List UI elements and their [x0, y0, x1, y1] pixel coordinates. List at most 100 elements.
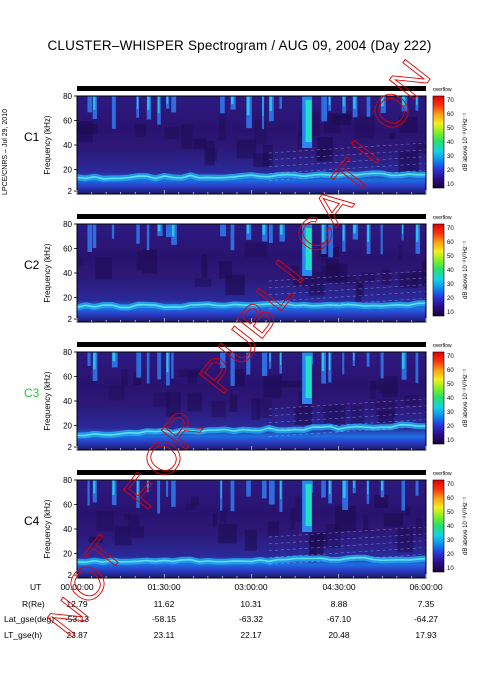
- emission-burst-core: [353, 96, 356, 109]
- spectrogram-texture: [120, 369, 128, 385]
- spectrogram-texture: [184, 503, 196, 510]
- emission-burst: [415, 480, 419, 496]
- spectrogram-texture: [297, 131, 305, 150]
- y-tick-label: 2: [68, 315, 73, 324]
- harmonic-line: [268, 554, 427, 565]
- y-tick-label: 60: [63, 501, 72, 510]
- emission-burst-core: [112, 480, 115, 496]
- y-tick-label: 20: [63, 294, 72, 303]
- spectrogram-texture: [187, 370, 197, 384]
- spectrogram-panel-c4: 80 60 40 20 2 Frequency (kHz)C4 overflow 70 60 50…: [24, 470, 469, 580]
- emission-burst-core: [353, 480, 355, 488]
- emission-burst-core: [328, 352, 331, 371]
- emission-burst-core: [262, 224, 266, 235]
- harmonic-line: [268, 419, 427, 430]
- emission-burst-core: [157, 224, 161, 232]
- harmonic-line: [268, 156, 427, 167]
- spectrogram-texture: [357, 280, 364, 297]
- spectrogram-texture: [354, 115, 375, 139]
- spectrogram-texture: [204, 140, 215, 166]
- orbit-row-label: R(Re): [22, 599, 45, 609]
- colorbar-tick-label: 50: [447, 254, 454, 260]
- emission-burst: [171, 352, 174, 379]
- emission-burst-core: [279, 480, 282, 500]
- orbit-row-value: 01:30:00: [147, 582, 181, 592]
- y-tick-label: 2: [68, 187, 73, 196]
- colorbar-tick-label: 20: [447, 424, 454, 430]
- orbit-row-value: 8.88: [330, 599, 348, 609]
- colorbar-tick-label: 20: [447, 552, 454, 558]
- emission-burst-core: [112, 352, 116, 362]
- colorbar-tick-label: 40: [447, 524, 454, 530]
- emission-burst-core: [416, 224, 419, 242]
- emission-burst-core: [269, 352, 271, 362]
- emission-burst: [380, 224, 383, 255]
- colorbar-tick-label: 10: [447, 566, 454, 572]
- emission-burst: [261, 480, 267, 499]
- colorbar-tick-label: 70: [447, 226, 454, 232]
- spectrogram-texture: [415, 141, 426, 153]
- emission-burst-core: [262, 96, 264, 116]
- emission-burst: [230, 352, 235, 386]
- y-tick-label: 80: [63, 92, 72, 101]
- emission-burst-core: [136, 480, 139, 497]
- orbit-row-value: 22.17: [240, 630, 262, 640]
- emission-burst: [261, 352, 268, 376]
- panel-top-bar: [77, 214, 426, 219]
- orbit-row-value: 06:00:00: [409, 582, 443, 592]
- colorbar-tick-label: 60: [447, 368, 454, 374]
- harmonic-line: [268, 270, 427, 282]
- spectrogram-texture: [191, 496, 199, 506]
- y-tick-label: 60: [63, 373, 72, 382]
- spectrogram-texture: [88, 536, 103, 543]
- colorbar-tick-label: 40: [447, 396, 454, 402]
- colorbar-overflow-label: overflow: [433, 471, 452, 477]
- spectrogram-texture: [399, 273, 418, 289]
- orbit-row-value: 12.79: [66, 599, 88, 609]
- emission-burst: [87, 224, 93, 252]
- emission-burst: [380, 352, 384, 379]
- emission-burst: [111, 224, 115, 239]
- emission-burst: [136, 352, 142, 378]
- spectrogram-texture: [180, 124, 193, 150]
- spectrogram-texture: [134, 123, 147, 138]
- emission-burst-core: [157, 96, 160, 114]
- colorbar-tick-label: 50: [447, 126, 454, 132]
- colorbar-tick-label: 20: [447, 296, 454, 302]
- spectrogram-texture: [244, 529, 257, 551]
- emission-burst: [321, 480, 326, 498]
- emission-burst-core: [220, 480, 222, 499]
- y-axis-label: Frequency (kHz): [43, 371, 52, 430]
- emission-burst: [342, 352, 345, 375]
- spectrogram-texture: [398, 116, 418, 133]
- y-tick-label: 60: [63, 117, 72, 126]
- colorbar-tick-label: 70: [447, 98, 454, 104]
- orbit-row-value: 23.11: [153, 630, 175, 640]
- colorbar-label: dB above 10⁻⁸V²Hz⁻¹: [462, 113, 469, 171]
- spectrogram-texture: [404, 395, 419, 405]
- spectrogram-texture: [397, 527, 414, 553]
- colorbar-tick-label: 50: [447, 382, 454, 388]
- colorbar-label: dB above 10⁻⁸V²Hz⁻¹: [462, 241, 469, 299]
- spectrogram-texture: [193, 138, 207, 150]
- emission-burst-core: [246, 224, 250, 234]
- emission-burst-core: [342, 96, 345, 107]
- spacecraft-label: C4: [24, 514, 40, 528]
- harmonic-line: [268, 412, 427, 423]
- emission-burst: [146, 224, 150, 251]
- spectrogram-texture: [229, 394, 238, 412]
- y-tick-label: 40: [63, 525, 72, 534]
- spectrogram-texture: [256, 398, 272, 418]
- y-tick-label: 80: [63, 220, 72, 229]
- emission-burst-core: [367, 480, 369, 495]
- spectrogram-texture: [381, 269, 391, 285]
- spectrogram-texture: [244, 242, 267, 257]
- spectrogram-panel-c2: 80 60 40 20 2 Frequency (kHz)C2 overflow 70 60 50…: [24, 214, 469, 324]
- colorbar-tick-label: 30: [447, 538, 454, 544]
- spectrogram-texture: [114, 525, 132, 546]
- spectrogram-texture: [308, 538, 317, 563]
- colorbar-tick-label: 50: [447, 510, 454, 516]
- spectrogram-texture: [279, 380, 302, 388]
- spectrogram-texture: [124, 513, 131, 521]
